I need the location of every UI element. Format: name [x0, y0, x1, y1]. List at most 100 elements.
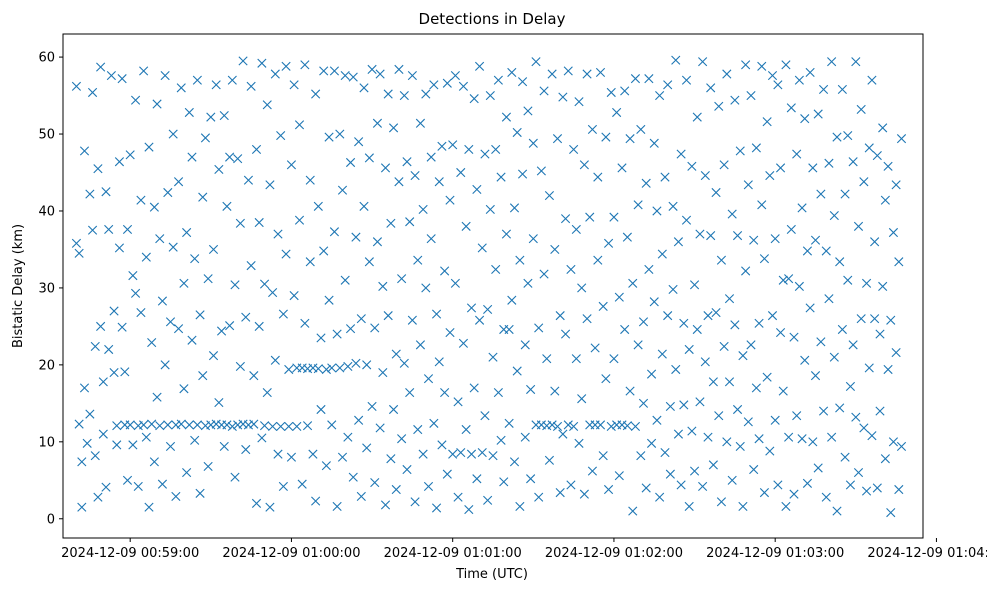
- data-point: [754, 318, 764, 328]
- data-point: [388, 123, 399, 133]
- y-tick-label: 60: [38, 51, 55, 66]
- data-point: [378, 367, 388, 378]
- data-point: [716, 255, 727, 265]
- data-point: [466, 303, 477, 313]
- data-point: [332, 329, 342, 339]
- data-point: [281, 249, 291, 259]
- data-point: [96, 62, 106, 72]
- x-tick-label: 2024-12-09 01:01:00: [384, 546, 522, 561]
- data-point: [848, 340, 858, 350]
- data-point: [859, 423, 869, 433]
- data-point: [835, 403, 845, 413]
- data-point: [117, 322, 127, 332]
- data-point: [587, 124, 598, 135]
- data-point: [695, 229, 705, 239]
- data-point: [735, 441, 745, 452]
- y-tick-label: 30: [38, 281, 55, 296]
- data-point: [485, 90, 495, 101]
- data-point: [90, 451, 100, 461]
- data-point: [775, 327, 786, 338]
- data-point: [453, 397, 463, 407]
- data-point: [165, 441, 176, 452]
- data-point: [415, 340, 426, 350]
- data-point: [800, 114, 810, 124]
- data-point: [646, 438, 657, 448]
- data-point: [128, 271, 138, 281]
- data-point: [235, 361, 245, 371]
- data-point: [380, 500, 391, 510]
- data-point: [569, 144, 579, 155]
- data-point: [523, 106, 533, 116]
- data-point: [504, 418, 514, 428]
- data-point: [308, 449, 318, 459]
- data-point: [429, 418, 439, 428]
- data-point: [687, 161, 697, 171]
- data-point: [348, 472, 358, 482]
- data-point: [523, 278, 533, 288]
- data-point: [321, 364, 331, 375]
- data-point: [198, 192, 208, 202]
- data-point: [87, 225, 98, 235]
- data-point: [345, 157, 356, 168]
- data-point: [517, 77, 528, 87]
- data-point: [593, 172, 603, 182]
- data-point: [797, 203, 807, 213]
- data-point: [759, 254, 770, 264]
- data-point: [784, 274, 794, 284]
- data-point: [789, 489, 799, 499]
- data-point: [284, 421, 294, 432]
- data-point: [375, 69, 385, 79]
- data-point: [340, 275, 350, 285]
- data-point: [504, 324, 514, 335]
- data-point: [176, 83, 186, 93]
- data-point: [641, 483, 651, 493]
- data-point: [805, 67, 815, 78]
- data-point: [668, 284, 678, 295]
- data-point: [630, 421, 641, 432]
- data-point: [574, 97, 584, 107]
- data-point: [139, 420, 149, 430]
- data-point: [617, 163, 627, 173]
- data-point: [687, 426, 697, 436]
- data-point: [230, 280, 240, 290]
- data-point: [364, 153, 374, 163]
- data-point: [571, 224, 581, 235]
- data-point: [176, 419, 186, 429]
- data-point: [179, 278, 189, 288]
- data-point: [496, 172, 506, 182]
- data-point: [214, 164, 224, 175]
- data-point: [808, 437, 818, 447]
- data-point: [636, 124, 646, 135]
- data-point: [644, 264, 654, 275]
- data-point: [891, 180, 901, 190]
- data-point: [362, 443, 372, 453]
- data-point: [665, 401, 675, 412]
- y-axis-ticks: 0 10 20 30 40 50 60: [38, 51, 63, 527]
- data-point: [251, 498, 262, 508]
- data-point: [98, 429, 108, 439]
- data-point: [861, 278, 872, 288]
- data-point: [660, 172, 670, 182]
- data-points: [71, 55, 907, 518]
- data-point: [340, 70, 350, 81]
- data-point: [407, 315, 417, 325]
- data-point: [426, 234, 436, 244]
- data-point: [286, 452, 297, 462]
- data-point: [356, 314, 366, 324]
- data-point: [585, 212, 595, 222]
- data-point: [649, 138, 659, 148]
- data-point: [722, 437, 732, 447]
- data-point: [692, 324, 702, 335]
- data-point: [703, 311, 713, 321]
- data-point: [367, 401, 377, 412]
- data-point: [509, 203, 520, 213]
- data-point: [335, 363, 345, 373]
- data-point: [856, 104, 866, 114]
- data-point: [79, 146, 90, 156]
- data-point: [818, 406, 829, 416]
- data-point: [582, 69, 592, 79]
- data-point: [71, 81, 82, 91]
- data-point: [257, 58, 267, 68]
- x-tick-label: 2024-12-09 01:04:00: [867, 546, 987, 561]
